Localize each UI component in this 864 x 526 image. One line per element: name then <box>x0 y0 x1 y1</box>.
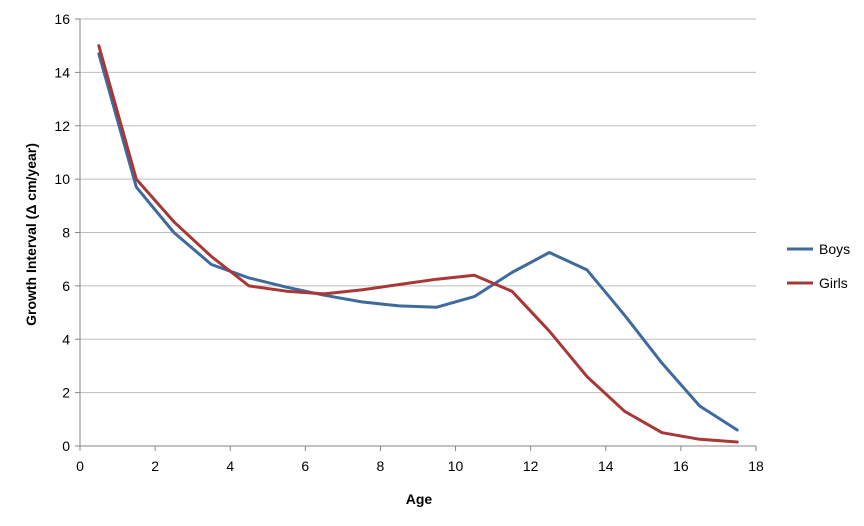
y-tick-label: 8 <box>62 225 70 241</box>
y-tick-label: 12 <box>54 118 70 134</box>
x-tick-label: 10 <box>448 458 464 474</box>
x-tick-label: 18 <box>748 458 764 474</box>
gridlines <box>80 18 756 394</box>
y-tick-label: 10 <box>54 171 70 187</box>
series-line-girls <box>97 44 739 444</box>
x-axis-title: Age <box>406 491 433 507</box>
y-tick-label: 2 <box>62 385 70 401</box>
y-tick-label: 16 <box>54 11 70 27</box>
series-line-boys <box>97 52 739 432</box>
axes: 0 2 4 6 8 10 12 14 16 0 2 4 6 8 10 12 14 16 18 <box>54 11 764 474</box>
y-tick-label: 0 <box>62 438 70 454</box>
x-tick-label: 8 <box>377 458 385 474</box>
x-tick-label: 12 <box>523 458 539 474</box>
x-tick-label: 4 <box>226 458 234 474</box>
x-tick-label: 0 <box>76 458 84 474</box>
legend-label-boys: Boys <box>819 241 850 257</box>
legend: Boys Girls <box>787 241 850 291</box>
legend-label-girls: Girls <box>819 275 848 291</box>
y-tick-label: 4 <box>62 331 70 347</box>
y-axis-title: Growth Interval (Δ cm/year) <box>23 143 39 326</box>
y-tick-label: 6 <box>62 278 70 294</box>
x-tick-label: 14 <box>598 458 614 474</box>
x-tick-label: 16 <box>673 458 689 474</box>
y-tick-label: 14 <box>54 64 70 80</box>
x-tick-label: 2 <box>151 458 159 474</box>
x-tick-label: 6 <box>301 458 309 474</box>
series-lines <box>97 44 739 444</box>
